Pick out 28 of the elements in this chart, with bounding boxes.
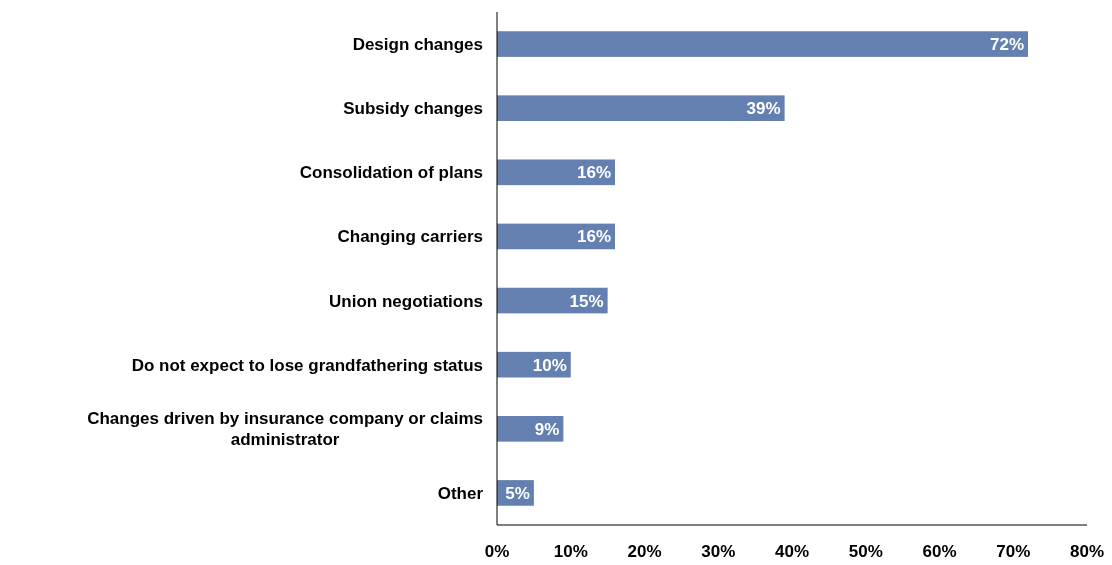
y-tick-label: Design changes [352, 35, 483, 55]
x-tick-label: 70% [996, 542, 1031, 561]
x-tick-label: 40% [774, 542, 810, 561]
y-tick-label: Consolidation of plans [299, 163, 483, 183]
data-label: 16% [576, 227, 611, 247]
y-tick-label: Do not expect to lose grandfathering status [131, 355, 483, 375]
x-tick-label: 50% [848, 542, 883, 561]
data-label: 5% [505, 483, 530, 503]
y-tick-label: Union negotiations [329, 291, 483, 311]
x-tick-label: 10% [553, 542, 588, 561]
bar [497, 159, 615, 186]
y-tick-label: Subsidy changes [343, 99, 483, 119]
x-tick-label: 30% [701, 542, 736, 561]
data-label: 16% [576, 163, 611, 183]
x-tick-label: 80% [1069, 542, 1105, 561]
x-tick-label: 0% [484, 542, 510, 561]
y-tick-label: Changing carriers [337, 227, 483, 247]
x-tick-label: 60% [922, 542, 957, 561]
data-label: 15% [569, 291, 604, 311]
data-label: 39% [746, 99, 781, 119]
data-label: 72% [989, 35, 1024, 55]
bar [497, 95, 785, 122]
y-tick-label: Changes driven by insurance company or claims administrator [87, 409, 483, 450]
x-tick-label: 20% [627, 542, 662, 561]
bar [497, 31, 1028, 57]
data-label: 9% [534, 419, 560, 439]
data-label: 10% [532, 355, 567, 375]
y-tick-label: Other [437, 483, 484, 503]
